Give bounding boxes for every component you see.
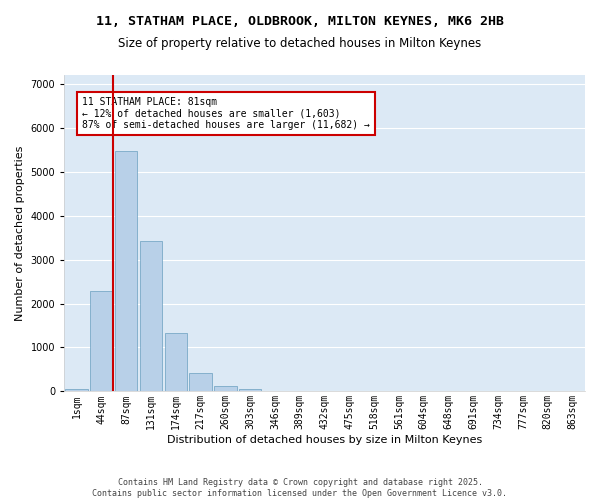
Text: 11, STATHAM PLACE, OLDBROOK, MILTON KEYNES, MK6 2HB: 11, STATHAM PLACE, OLDBROOK, MILTON KEYN… bbox=[96, 15, 504, 28]
X-axis label: Distribution of detached houses by size in Milton Keynes: Distribution of detached houses by size … bbox=[167, 435, 482, 445]
Bar bbox=[115, 150, 137, 392]
Bar bbox=[140, 241, 162, 392]
Bar bbox=[65, 389, 88, 392]
Bar bbox=[164, 332, 187, 392]
Text: Size of property relative to detached houses in Milton Keynes: Size of property relative to detached ho… bbox=[118, 38, 482, 51]
Y-axis label: Number of detached properties: Number of detached properties bbox=[15, 146, 25, 321]
Text: Contains HM Land Registry data © Crown copyright and database right 2025.
Contai: Contains HM Land Registry data © Crown c… bbox=[92, 478, 508, 498]
Bar bbox=[239, 389, 262, 392]
Bar bbox=[214, 386, 236, 392]
Text: 11 STATHAM PLACE: 81sqm
← 12% of detached houses are smaller (1,603)
87% of semi: 11 STATHAM PLACE: 81sqm ← 12% of detache… bbox=[82, 97, 370, 130]
Bar bbox=[90, 291, 113, 392]
Bar bbox=[190, 372, 212, 392]
